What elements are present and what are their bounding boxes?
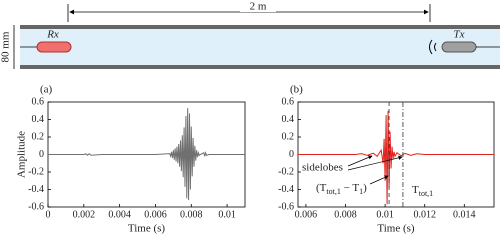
y-tick-label: -0.6: [278, 201, 294, 212]
y-tick-label: 0.4: [282, 114, 295, 125]
y-axis-label: Amplitude: [16, 131, 28, 178]
y-tick-label: 0: [289, 149, 294, 160]
x-tick-label: 0.008: [180, 209, 203, 220]
annotation-part: (T: [316, 182, 327, 194]
y-tick-label: -0.4: [278, 184, 294, 195]
annotation-arrow: [369, 175, 389, 185]
x-tick-label: 0.008: [334, 209, 357, 220]
receiver: [36, 41, 72, 53]
distance-label: 2 m: [250, 1, 267, 13]
panel-label: (a): [40, 84, 53, 96]
pipe-interior: [20, 28, 500, 66]
x-tick-label: 0.002: [73, 209, 96, 220]
y-tick-label: -0.2: [278, 166, 294, 177]
x-tick-label: 0.014: [453, 209, 476, 220]
label-bg: [240, 2, 276, 12]
y-tick-label: -0.2: [28, 166, 44, 177]
annotation: (Ttot,1 − T1): [316, 182, 367, 197]
annotation-part: − T: [341, 182, 360, 194]
y-tick-label: -0.6: [28, 201, 44, 212]
annotation-arrow: [347, 155, 373, 167]
pipe-diagram: 2 m 80 mm Rx Tx: [0, 1, 500, 69]
y-tick-label: 0: [39, 149, 44, 160]
x-tick-label: 0.004: [108, 209, 131, 220]
y-tick-label: 0.4: [32, 114, 45, 125]
receiver-label: Rx: [46, 29, 59, 41]
annotation-part: tot,1: [419, 189, 433, 198]
x-tick-label: 0.01: [376, 209, 394, 220]
x-tick-label: 0.006: [295, 209, 318, 220]
diameter-label: 80 mm: [0, 31, 12, 62]
x-axis-label: Time (s): [377, 223, 415, 235]
y-tick-label: 0.2: [282, 131, 295, 142]
wave-icon: [429, 39, 437, 55]
annotation-part: 1: [359, 187, 363, 196]
y-tick-label: 0.6: [32, 96, 45, 107]
annotation: sidelobes: [302, 162, 343, 174]
y-tick-label: 0.6: [282, 96, 295, 107]
transmitter: [441, 41, 477, 53]
x-axis-label: Time (s): [128, 223, 166, 235]
annotation-arrow: [347, 155, 403, 171]
annotation: Ttot,1: [412, 184, 433, 199]
annotation-part: ): [363, 182, 367, 194]
panel-label: (b): [290, 84, 303, 96]
y-tick-label: -0.4: [28, 184, 44, 195]
x-tick-label: 0.012: [413, 209, 436, 220]
x-tick-label: 0: [46, 209, 51, 220]
x-tick-label: 0.01: [218, 209, 236, 220]
signal-line: [48, 108, 245, 201]
x-tick-label: 0.006: [144, 209, 167, 220]
y-tick-label: 0.2: [32, 131, 45, 142]
transmitter-label: Tx: [454, 29, 465, 41]
annotation-part: T: [412, 184, 419, 196]
annotation-part: tot,1: [326, 187, 340, 196]
